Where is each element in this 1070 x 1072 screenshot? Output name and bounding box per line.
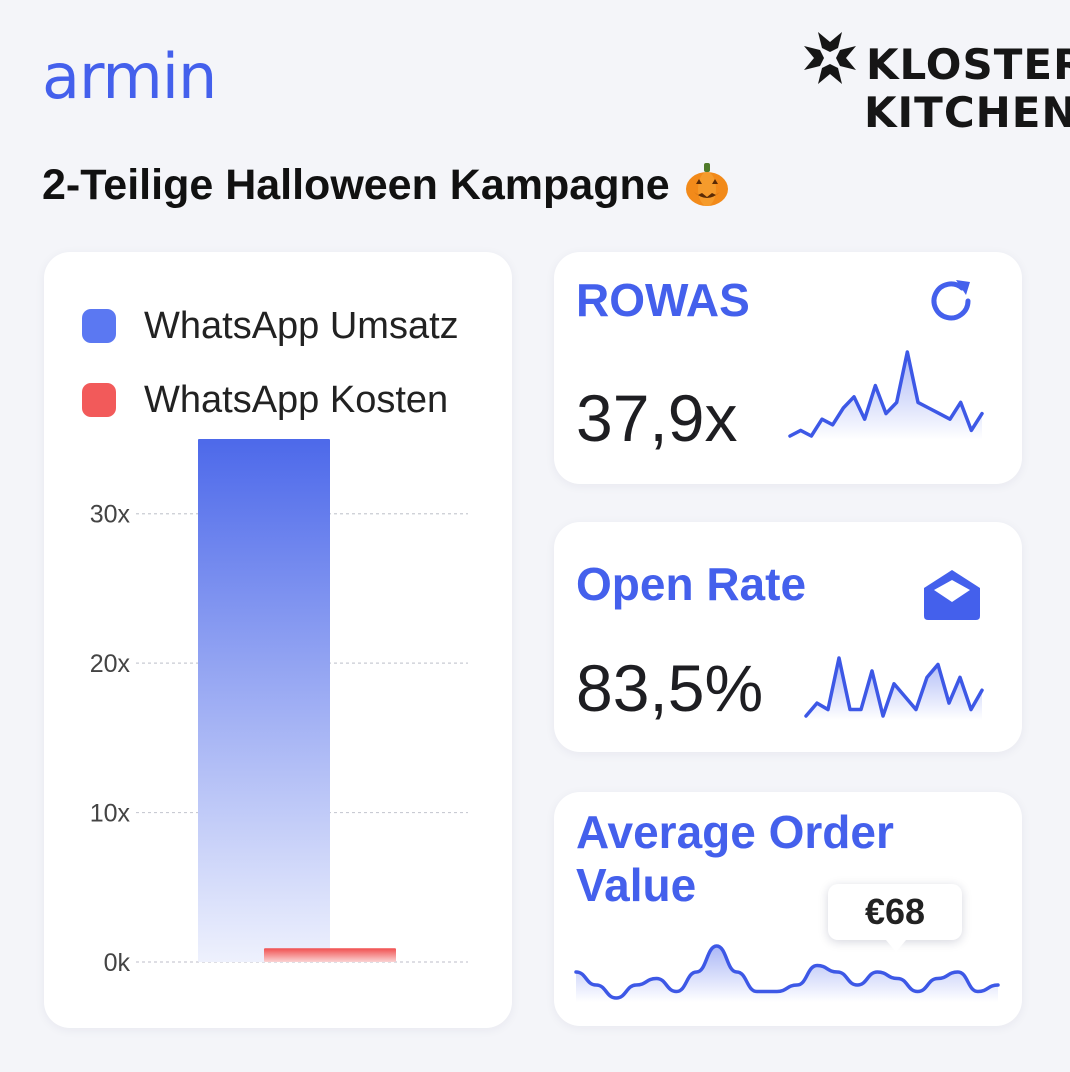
- kloster-kitchen-logo: KLOSTER KITCHEN: [796, 26, 1070, 134]
- y-tick-label: 0k: [104, 949, 131, 977]
- legend-label-kosten: WhatsApp Kosten: [144, 378, 449, 421]
- bar-whatsapp-umsatz: [198, 439, 330, 962]
- chart-legend: WhatsApp Umsatz WhatsApp Kosten: [82, 292, 459, 440]
- rowas-sparkline: [788, 350, 984, 440]
- bar-chart: 0k 10x 20x 30x: [90, 439, 468, 977]
- aov-tooltip: €68: [828, 884, 962, 952]
- sparkline-area: [576, 946, 998, 1002]
- sparkline-line: [804, 656, 984, 718]
- open-rate-value: 83,5%: [576, 651, 764, 725]
- aov-title: Average Order Value: [576, 806, 894, 913]
- rowas-value: 37,9x: [576, 381, 738, 455]
- aov-title-line2: Value: [576, 859, 697, 912]
- legend-label-umsatz: WhatsApp Umsatz: [144, 304, 459, 347]
- legend-swatch-kosten: [82, 383, 116, 417]
- open-rate-sparkline: [804, 656, 984, 720]
- rowas-title: ROWAS: [576, 274, 750, 326]
- legend-item-umsatz: WhatsApp Umsatz: [82, 286, 459, 366]
- sparkline-line: [574, 944, 1000, 1000]
- y-tick-label: 30x: [90, 501, 131, 529]
- rowas-card: ROWAS 37,9x: [554, 252, 1022, 484]
- aov-sparkline: [574, 944, 1000, 1002]
- armin-logo: armin: [42, 40, 217, 113]
- y-tick-label: 10x: [90, 800, 131, 828]
- open-rate-title: Open Rate: [576, 558, 807, 610]
- bar-chart-card: WhatsApp Umsatz WhatsApp Kosten 0k 10x 20x…: [44, 252, 512, 1028]
- open-rate-card: Open Rate 83,5%: [554, 522, 1022, 752]
- legend-item-kosten: WhatsApp Kosten: [82, 360, 459, 440]
- aov-title-line1: Average Order: [576, 806, 894, 858]
- sparkline-line: [788, 350, 984, 438]
- partner-logo-line2: KITCHEN: [864, 88, 1070, 137]
- refresh-icon[interactable]: [926, 274, 980, 328]
- page-title-text: 2-Teilige Halloween Kampagne: [42, 160, 670, 209]
- kloster-kitchen-mark-icon: [804, 32, 856, 84]
- aov-card: Average Order Value €68: [554, 792, 1022, 1026]
- envelope-open-icon: [924, 570, 980, 620]
- pumpkin-icon: [685, 163, 728, 206]
- page-title: 2-Teilige Halloween Kampagne: [42, 160, 732, 210]
- legend-swatch-umsatz: [82, 309, 116, 343]
- bar-whatsapp-kosten: [264, 948, 396, 962]
- partner-logo-line1: KLOSTER: [866, 40, 1070, 89]
- y-tick-label: 20x: [90, 650, 131, 678]
